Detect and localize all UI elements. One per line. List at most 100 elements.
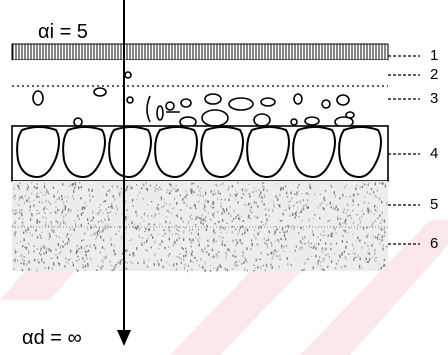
stipple-dot xyxy=(208,253,210,256)
stipple-dot xyxy=(173,197,176,200)
stipple-dot xyxy=(117,261,119,264)
stipple-dot xyxy=(246,228,249,232)
stipple-dot xyxy=(172,243,175,247)
stipple-dot xyxy=(110,243,113,246)
stipple-dot xyxy=(35,187,37,190)
stipple-dot xyxy=(81,239,83,242)
stipple-dot xyxy=(23,201,26,205)
stipple-dot xyxy=(46,188,48,192)
stipple-dot xyxy=(281,247,283,249)
stipple-dot xyxy=(100,219,102,222)
stipple-dot xyxy=(56,256,59,259)
stipple-dot xyxy=(156,188,159,190)
stipple-dot xyxy=(44,212,46,214)
stipple-dot xyxy=(13,226,16,228)
stipple-dot xyxy=(266,189,268,192)
stipple-dot xyxy=(379,238,381,241)
stipple-dot xyxy=(301,246,303,250)
stipple-dot xyxy=(177,188,179,192)
stipple-dot xyxy=(355,187,357,191)
stipple-dot xyxy=(213,256,215,258)
stipple-dot xyxy=(310,242,312,245)
stipple-dot xyxy=(129,239,131,242)
stipple-dot xyxy=(125,219,127,221)
stipple-dot xyxy=(143,262,145,264)
stipple-dot xyxy=(189,215,191,219)
stipple-dot xyxy=(143,242,145,244)
stipple-dot xyxy=(105,193,108,197)
stipple-dot xyxy=(146,188,149,192)
stipple-dot xyxy=(187,223,189,225)
stipple-dot xyxy=(131,221,133,224)
stipple-dot xyxy=(220,198,223,201)
stipple-dot xyxy=(67,259,70,261)
stipple-dot xyxy=(148,228,150,231)
stipple-dot xyxy=(222,219,224,222)
stipple-dot xyxy=(327,265,329,268)
stipple-dot xyxy=(226,231,228,233)
stipple-dot xyxy=(308,245,310,247)
stipple-dot xyxy=(349,227,351,229)
stipple-dot xyxy=(271,244,273,247)
stipple-dot xyxy=(359,267,361,270)
stipple-dot xyxy=(100,203,102,206)
stipple-dot xyxy=(67,237,70,241)
stipple-dot xyxy=(186,193,188,196)
stipple-dot xyxy=(371,256,373,258)
stipple-dot xyxy=(83,247,85,250)
stipple-dot xyxy=(274,232,276,235)
stipple-dot xyxy=(45,221,47,223)
stipple-dot xyxy=(116,207,119,211)
stipple-dot xyxy=(235,244,237,247)
stipple-dot xyxy=(279,231,281,233)
stipple-dot xyxy=(47,266,50,270)
stipple-dot xyxy=(101,246,104,249)
stipple-dot xyxy=(286,225,288,227)
stipple-dot xyxy=(260,191,262,194)
stipple-dot xyxy=(36,221,38,224)
stipple-dot xyxy=(219,227,222,230)
stipple-dot xyxy=(270,242,272,244)
stipple-dot xyxy=(335,263,338,265)
stipple-dot xyxy=(18,198,20,201)
stipple-dot xyxy=(302,199,304,202)
stipple-dot xyxy=(204,209,206,212)
stipple-dot xyxy=(204,205,206,208)
stipple-dot xyxy=(283,250,285,252)
stipple-dot xyxy=(355,240,357,242)
stipple-dot xyxy=(40,234,42,238)
stipple-dot xyxy=(309,186,311,188)
stipple-dot xyxy=(27,249,30,253)
stipple-dot xyxy=(279,204,281,208)
stipple-dot xyxy=(288,201,290,203)
stipple-dot xyxy=(266,239,268,242)
stipple-dot xyxy=(299,240,302,243)
stipple-dot xyxy=(178,226,180,228)
stipple-dot xyxy=(239,241,241,244)
stipple-dot xyxy=(127,216,129,218)
stipple-dot xyxy=(82,239,84,241)
stipple-dot xyxy=(279,258,281,261)
stipple-dot xyxy=(154,240,156,244)
stipple-dot xyxy=(92,210,94,214)
stipple-dot xyxy=(136,184,138,186)
stipple-dot xyxy=(58,251,61,255)
stipple-dot xyxy=(54,210,56,213)
stipple-dot xyxy=(353,258,355,261)
stipple-dot xyxy=(275,225,277,228)
stipple-dot xyxy=(111,185,113,187)
stipple-dot xyxy=(196,202,198,204)
stipple-dot xyxy=(346,241,348,243)
stipple-dot xyxy=(106,226,109,229)
stipple-dot xyxy=(308,194,310,196)
stipple-dot xyxy=(102,201,105,203)
stipple-dot xyxy=(260,251,262,255)
stipple-dot xyxy=(296,191,298,195)
stipple-dot xyxy=(109,225,111,228)
stipple-dot xyxy=(191,182,193,185)
stipple-dot xyxy=(331,235,334,237)
stipple-dot xyxy=(71,195,74,197)
stipple-dot xyxy=(362,182,364,184)
stipple-dot xyxy=(217,257,219,259)
stipple-dot xyxy=(124,261,126,263)
